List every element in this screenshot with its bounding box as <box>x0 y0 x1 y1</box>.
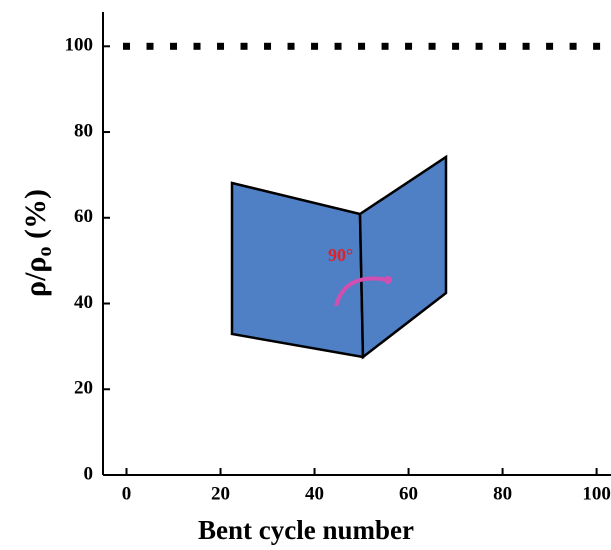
bend-arrow <box>334 276 389 307</box>
y-tick-label: 60 <box>74 206 93 227</box>
fold-line <box>359 213 364 358</box>
marker <box>334 42 342 50</box>
marker <box>311 42 319 50</box>
marker <box>569 42 577 50</box>
marker <box>428 42 436 50</box>
y-label-main: ρ/ρ <box>19 257 52 297</box>
y-label-unit: (%) <box>19 189 52 246</box>
marker <box>358 42 366 50</box>
marker <box>240 42 248 50</box>
x-tick-label: 20 <box>211 483 230 504</box>
arrow-head <box>384 276 392 284</box>
x-tick-label: 0 <box>122 483 132 504</box>
x-tick-label: 80 <box>493 483 512 504</box>
y-label-sub: o <box>34 247 56 257</box>
sheet-right <box>358 154 448 360</box>
x-tick-label: 40 <box>305 483 324 504</box>
marker <box>475 42 483 50</box>
marker <box>123 42 131 50</box>
marker <box>593 42 601 50</box>
y-axis-label: ρ/ρo (%) <box>19 189 56 297</box>
marker <box>193 42 201 50</box>
marker <box>381 42 389 50</box>
marker <box>452 42 460 50</box>
x-tick-label: 100 <box>582 483 611 504</box>
marker <box>287 42 295 50</box>
marker <box>264 42 272 50</box>
marker <box>217 42 225 50</box>
y-tick-label: 20 <box>74 378 93 399</box>
x-tick-label: 60 <box>399 483 418 504</box>
marker <box>146 42 154 50</box>
x-axis-label: Bent cycle number <box>198 515 414 545</box>
y-tick-label: 40 <box>74 292 93 313</box>
marker <box>170 42 178 50</box>
sheet-left <box>230 181 365 359</box>
marker <box>405 42 413 50</box>
marker <box>499 42 507 50</box>
marker <box>522 42 530 50</box>
annotation: 90° <box>328 245 353 265</box>
inset-diagram <box>230 154 448 360</box>
marker <box>546 42 554 50</box>
y-tick-label: 0 <box>84 463 94 484</box>
y-tick-label: 100 <box>65 35 94 56</box>
y-tick-label: 80 <box>74 120 93 141</box>
